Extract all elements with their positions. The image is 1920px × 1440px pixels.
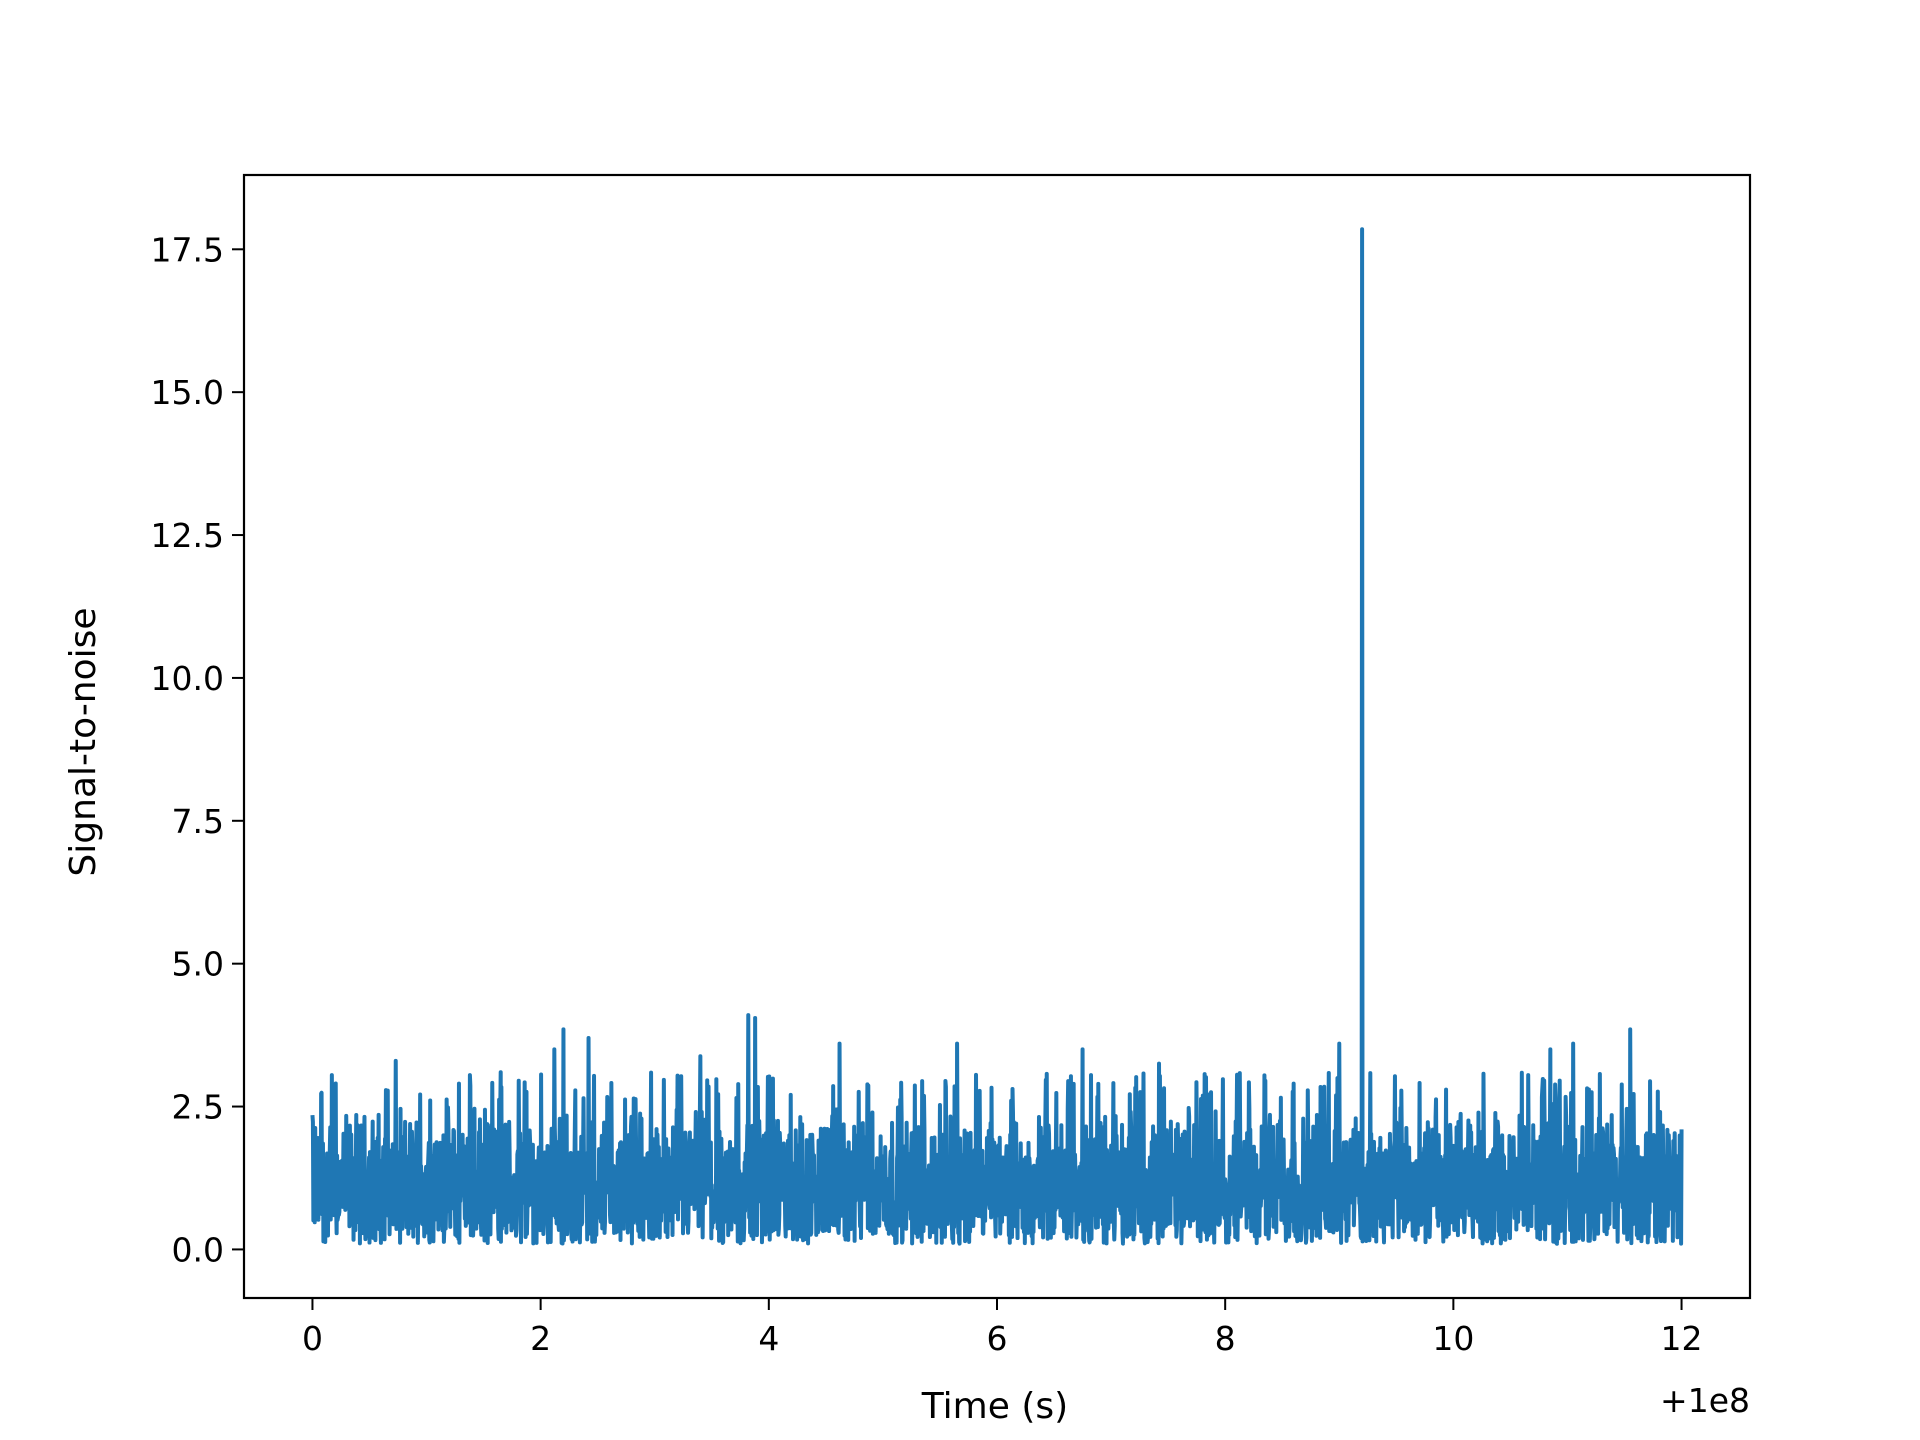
- snr-series-line: [310, 227, 1684, 1246]
- x-axis-label: Time (s): [921, 1386, 1068, 1427]
- y-axis-ticks: 0.0 2.5 5.0 7.5 10.0 12.5 15.0 17.5: [151, 230, 244, 1269]
- y-tick-label: 12.5: [151, 516, 224, 555]
- series-layer: [310, 227, 1684, 1246]
- x-tick-label: 6: [987, 1319, 1008, 1358]
- x-tick-label: 0: [302, 1319, 323, 1358]
- x-axis-ticks: 0 2 4 6 8 10 12: [302, 1298, 1703, 1358]
- x-axis-offset-label: +1e8: [1660, 1381, 1750, 1420]
- y-tick-label: 17.5: [151, 230, 224, 269]
- y-tick-label: 2.5: [172, 1088, 224, 1127]
- x-tick-label: 12: [1661, 1319, 1703, 1358]
- y-tick-label: 15.0: [151, 373, 224, 412]
- x-tick-label: 2: [530, 1319, 551, 1358]
- y-tick-label: 10.0: [151, 659, 224, 698]
- x-tick-label: 10: [1432, 1319, 1474, 1358]
- y-tick-label: 7.5: [172, 802, 224, 841]
- y-tick-label: 5.0: [172, 945, 224, 984]
- y-axis-label: Signal-to-noise: [63, 607, 104, 876]
- y-tick-label: 0.0: [172, 1230, 224, 1269]
- x-tick-label: 4: [758, 1319, 779, 1358]
- x-tick-label: 8: [1215, 1319, 1236, 1358]
